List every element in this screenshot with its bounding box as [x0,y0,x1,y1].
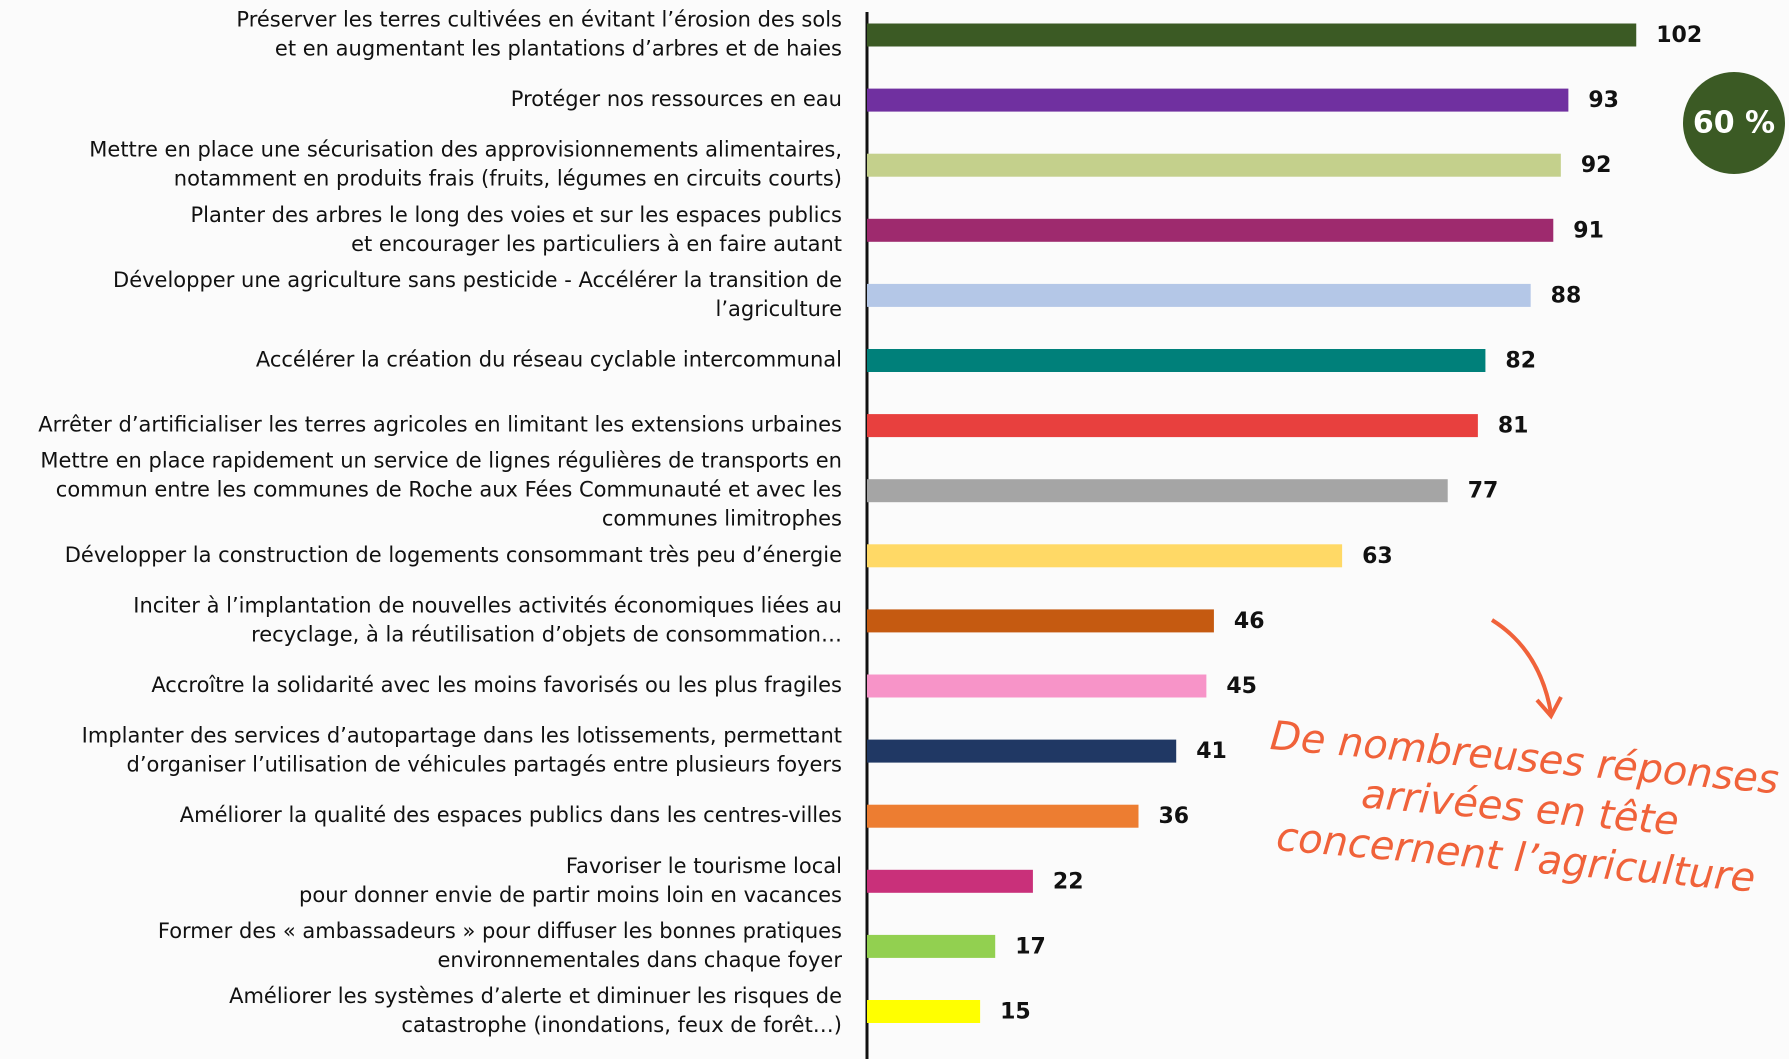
category-label: Protéger nos ressources en eau [511,87,842,111]
category-label: environnementales dans chaque foyer [437,948,842,972]
value-label: 92 [1581,153,1612,178]
category-label: Favoriser le tourisme local [566,854,842,878]
bar [867,544,1343,568]
arrow [1490,618,1553,714]
category-label: Planter des arbres le long des voies et … [190,203,842,227]
category-label: notamment en produits frais (fruits, lég… [174,167,842,191]
value-label: 63 [1362,544,1393,569]
badge-text: 60 % [1693,106,1775,141]
bar [867,283,1531,307]
bar [867,23,1637,47]
category-label: Mettre en place une sécurisation des app… [89,138,842,162]
bar [867,804,1139,828]
value-label: 93 [1588,88,1619,113]
category-label: l’agriculture [715,297,842,321]
category-label: Inciter à l’implantation de nouvelles ac… [133,593,842,617]
category-label: Accroître la solidarité avec les moins f… [151,673,842,697]
category-label: d’organiser l’utilisation de véhicules p… [127,753,842,777]
value-label: 46 [1234,609,1265,634]
category-label: Développer la construction de logements … [65,543,842,567]
value-label: 22 [1053,869,1084,894]
value-label: 41 [1196,739,1227,764]
value-label: 45 [1226,674,1257,699]
category-label: Implanter des services d’autopartage dan… [82,724,842,748]
value-label: 91 [1573,218,1604,243]
bar [867,349,1486,372]
category-label: et en augmentant les plantations d’arbre… [275,37,842,61]
category-label: Former des « ambassadeurs » pour diffuse… [158,919,842,943]
bar [867,934,996,958]
category-label: catastrophe (inondations, feux de forêt…… [401,1013,842,1037]
value-label: 81 [1498,414,1529,439]
badge-circle [1683,72,1785,174]
bar [867,88,1569,112]
category-label: Accélérer la création du réseau cyclable… [256,348,842,372]
value-label: 77 [1468,479,1499,504]
value-label: 88 [1551,283,1582,308]
bar [867,739,1177,763]
category-label: et encourager les particuliers à en fair… [351,232,842,256]
category-label: Préserver les terres cultivées en évitan… [236,8,842,32]
bar [867,218,1554,242]
bar [867,153,1561,177]
category-label: commun entre les communes de Roche aux F… [56,478,842,502]
bar [867,869,1033,893]
bar [867,609,1214,633]
value-label: 102 [1656,23,1702,48]
category-label: pour donner envie de partir moins loin e… [299,883,842,907]
category-label: Améliorer les systèmes d’alerte et dimin… [229,984,842,1008]
category-label: Mettre en place rapidement un service de… [40,449,842,473]
bar [867,674,1207,698]
arrow-head [1535,696,1563,720]
category-label: recyclage, à la réutilisation d’objets d… [251,622,842,646]
value-label: 15 [1000,1000,1031,1025]
bar [867,414,1478,438]
category-label: Arrêter d’artificialiser les terres agri… [38,413,842,437]
category-label: communes limitrophes [602,507,842,531]
value-label: 36 [1159,804,1190,829]
bar [867,479,1448,503]
bar [867,1000,981,1023]
category-label: Améliorer la qualité des espaces publics… [180,803,842,827]
category-label: Développer une agriculture sans pesticid… [113,268,842,292]
value-label: 82 [1505,349,1536,374]
value-label: 17 [1015,934,1046,959]
